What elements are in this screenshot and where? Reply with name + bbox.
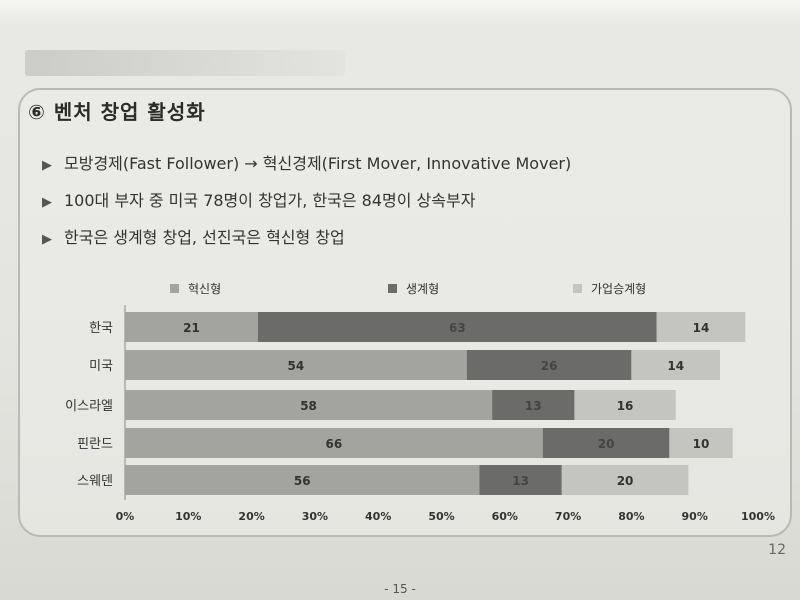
data-label: 58 <box>300 399 317 413</box>
x-tick-label: 60% <box>492 510 518 523</box>
legend-label: 생계형 <box>406 282 439 296</box>
x-tick-label: 70% <box>555 510 581 523</box>
bar-segment <box>125 465 480 495</box>
bar-segment <box>257 312 657 342</box>
faded-header-bar <box>25 50 345 76</box>
legend-label: 가업승계형 <box>591 282 646 296</box>
page-number: 12 <box>768 542 786 558</box>
bar-segment <box>631 350 721 380</box>
legend-swatch <box>573 284 582 293</box>
category-label: 이스라엘 <box>65 399 113 414</box>
x-tick-label: 10% <box>175 510 201 523</box>
legend-swatch <box>170 284 179 293</box>
bullet-text: 모방경제(Fast Follower) → 혁신경제(First Mover, … <box>64 154 572 173</box>
bar-segment <box>125 390 493 420</box>
x-tick-label: 90% <box>682 510 708 523</box>
data-label: 13 <box>525 399 542 413</box>
bar-segment <box>125 350 467 380</box>
bar-segment <box>656 312 746 342</box>
bar-segment <box>542 428 670 458</box>
data-label: 54 <box>288 359 305 373</box>
bar-segment <box>561 465 689 495</box>
bar-segment <box>125 428 543 458</box>
x-tick-label: 80% <box>618 510 644 523</box>
bar-segment <box>125 312 258 342</box>
category-label: 스웨덴 <box>77 474 113 489</box>
data-label: 14 <box>667 359 684 373</box>
category-label: 한국 <box>89 321 113 336</box>
data-label: 13 <box>512 474 529 488</box>
bullet-text: 한국은 생계형 창업, 선진국은 혁신형 창업 <box>64 228 345 247</box>
category-label: 미국 <box>89 359 113 374</box>
data-label: 63 <box>449 321 466 335</box>
data-label: 10 <box>693 437 710 451</box>
x-tick-label: 30% <box>302 510 328 523</box>
data-label: 66 <box>326 437 343 451</box>
top-edge <box>0 0 800 28</box>
data-label: 20 <box>617 474 634 488</box>
triangle-right-icon: ▶ <box>42 232 52 247</box>
bar-segment <box>574 390 676 420</box>
bullet-item: ▶ 모방경제(Fast Follower) → 혁신경제(First Mover,… <box>42 150 571 174</box>
category-label: 핀란드 <box>77 437 113 452</box>
bullet-text: 100대 부자 중 미국 78명이 창업가, 한국은 84명이 상속부자 <box>64 191 476 210</box>
footer-page-number: - 15 - <box>384 582 416 596</box>
x-tick-label: 40% <box>365 510 391 523</box>
legend-swatch <box>388 284 397 293</box>
x-tick-label: 50% <box>428 510 454 523</box>
bar-segment <box>669 428 733 458</box>
data-label: 26 <box>541 359 558 373</box>
legend-label: 혁신형 <box>188 282 221 296</box>
bar-segment <box>492 390 575 420</box>
x-tick-label: 100% <box>741 510 775 523</box>
x-tick-label: 0% <box>116 510 135 523</box>
bullet-item: ▶ 100대 부자 중 미국 78명이 창업가, 한국은 84명이 상속부자 <box>42 187 475 211</box>
data-label: 20 <box>598 437 615 451</box>
data-label: 56 <box>294 474 311 488</box>
triangle-right-icon: ▶ <box>42 195 52 210</box>
data-label: 14 <box>693 321 710 335</box>
data-label: 21 <box>183 321 200 335</box>
bullet-item: ▶ 한국은 생계형 창업, 선진국은 혁신형 창업 <box>42 224 345 248</box>
bar-segment <box>466 350 632 380</box>
data-label: 16 <box>617 399 634 413</box>
x-tick-label: 20% <box>238 510 264 523</box>
triangle-right-icon: ▶ <box>42 158 52 173</box>
bar-segment <box>479 465 562 495</box>
section-heading: ⑥ 벤처 창업 활성화 <box>28 100 206 124</box>
